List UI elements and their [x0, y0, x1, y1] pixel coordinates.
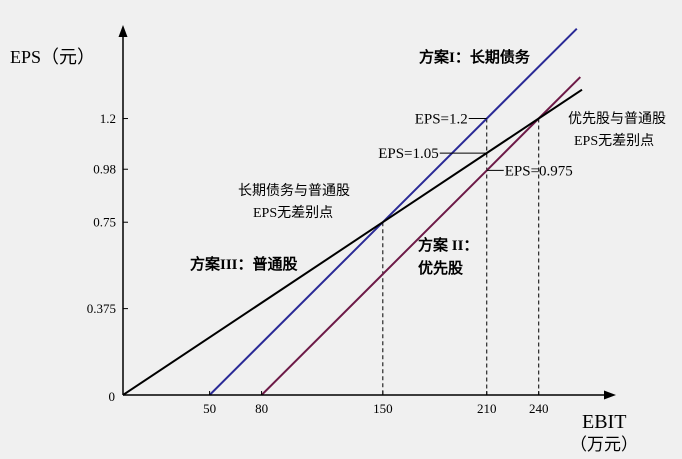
y-tick-label-0-375: 0.375 — [87, 301, 116, 316]
y-tick-label-1-2: 1.2 — [100, 111, 116, 126]
y-axis-arrow — [118, 25, 128, 37]
indifference-label-debt-common-line-1: 长期债务与普通股 — [238, 183, 350, 199]
y-axis-label: EPS（元） — [10, 47, 95, 67]
series-label-plan-3-common: 方案III：普通股 — [190, 255, 299, 273]
series-line-plan-2-preferred — [260, 76, 582, 396]
value-annotations: EPS=1.2 EPS=1.05 EPS=0.975 — [378, 112, 573, 180]
y-tick-label-0-98: 0.98 — [93, 162, 116, 177]
x-axis-label: EBIT — [582, 411, 626, 433]
series-label-plan-1-debt: 方案I：长期债务 — [419, 48, 531, 66]
series-label-plan-2-preferred-line-1: 方案 II： — [418, 236, 478, 254]
series-label-plan-2-preferred-line-2: 优先股 — [418, 259, 464, 277]
x-tick-label-50: 50 — [203, 401, 216, 416]
y-tick-label-0-75: 0.75 — [93, 215, 116, 230]
x-axis-arrow — [604, 390, 616, 400]
origin-label: 0 — [109, 389, 116, 404]
indifference-label-preferred-common-line-1: 优先股与普通股 — [568, 111, 666, 127]
indifference-label-debt-common-line-2: EPS无差别点 — [253, 205, 333, 221]
axis-ticks: 50 80 150 210 240 0.375 0.75 0.98 1.2 0 — [87, 111, 549, 416]
series-line-plan-3-common — [122, 88, 583, 396]
x-tick-label-150: 150 — [373, 401, 393, 416]
series-line-plan-1-debt — [208, 27, 578, 396]
value-note-2: EPS=1.05 — [378, 146, 439, 162]
indifference-label-preferred-common-line-2: EPS无差别点 — [574, 133, 654, 149]
x-tick-label-210: 210 — [477, 401, 497, 416]
axes — [118, 25, 616, 400]
value-note-3: EPS=0.975 — [505, 163, 573, 179]
series-lines — [122, 27, 583, 396]
x-tick-label-240: 240 — [529, 401, 549, 416]
x-axis-unit-label: （万元） — [570, 435, 638, 454]
x-tick-label-80: 80 — [255, 401, 268, 416]
value-note-1: EPS=1.2 — [415, 112, 468, 128]
reference-lines — [382, 118, 540, 395]
